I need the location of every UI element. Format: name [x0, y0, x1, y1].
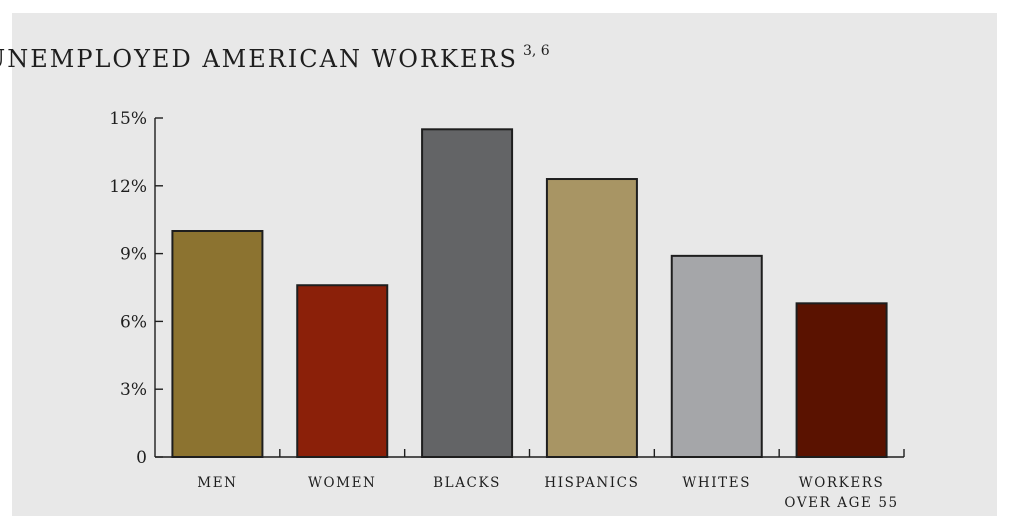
bar — [296, 284, 389, 458]
chart-title-superscript: 3, 6 — [523, 43, 550, 59]
bar — [171, 230, 264, 458]
bar — [795, 302, 888, 458]
y-axis: 0 3% 6% 9% 12% 15% — [109, 109, 163, 468]
bars — [171, 128, 888, 459]
y-tick-label: 15% — [109, 109, 147, 129]
x-axis — [155, 449, 905, 458]
y-tick-label: 9% — [120, 245, 147, 265]
bar — [421, 128, 514, 459]
x-category-label: WORKERS — [799, 475, 885, 491]
y-tick-label: 6% — [120, 312, 147, 332]
x-category-label: MEN — [197, 475, 237, 491]
y-tick-label: 12% — [109, 177, 147, 197]
y-tick-label: 0 — [136, 448, 147, 468]
bar — [670, 254, 763, 458]
x-category-label: WOMEN — [308, 475, 376, 491]
x-category-label: OVER AGE 55 — [784, 495, 898, 511]
x-axis-labels: MEN WOMEN BLACKS HISPANICS WHITES WORKERS OVER… — [197, 475, 898, 511]
x-category-label: HISPANICS — [544, 475, 639, 491]
chart-title: PERCENT OF UNEMPLOYED AMERICAN WORKERS — [0, 45, 518, 73]
y-tick-label: 3% — [120, 380, 147, 400]
x-category-label: BLACKS — [433, 475, 501, 491]
x-category-label: WHITES — [682, 475, 751, 491]
bar — [545, 178, 638, 459]
